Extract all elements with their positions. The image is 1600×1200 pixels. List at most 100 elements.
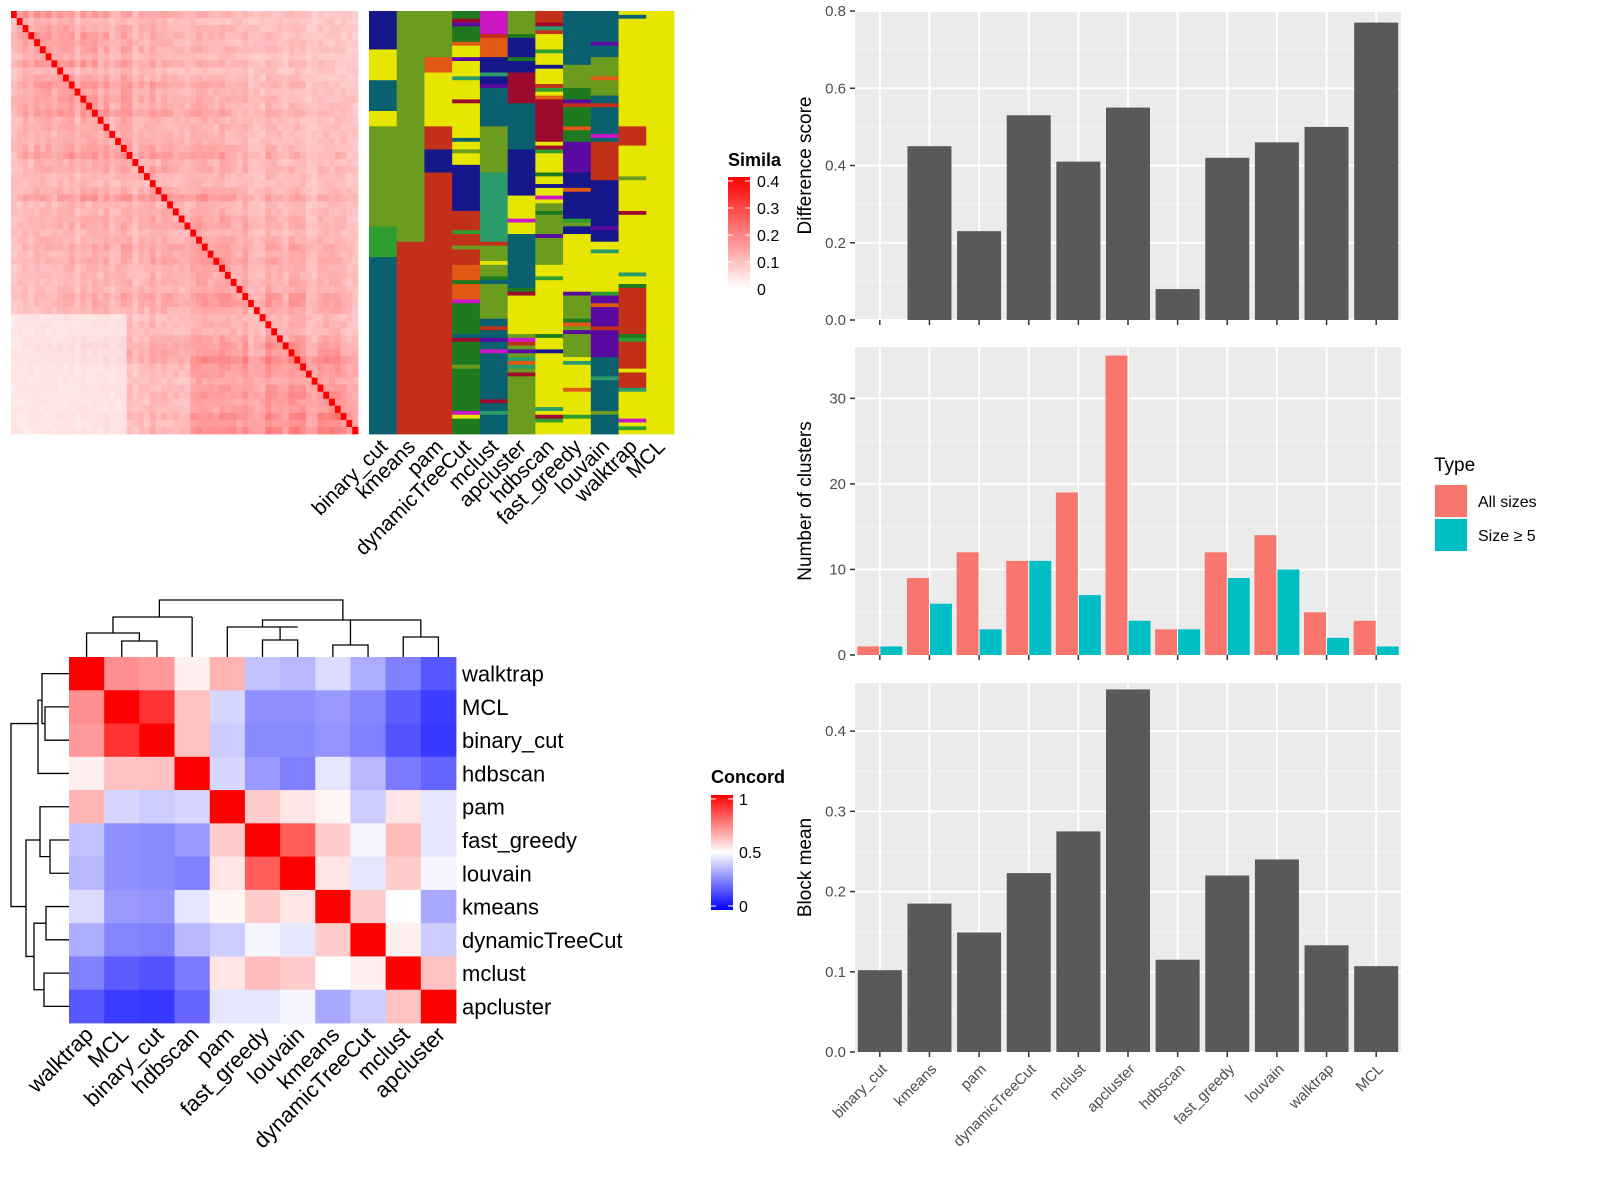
assignment-cell xyxy=(424,30,453,35)
similarity-cell xyxy=(190,264,197,273)
similarity-cell xyxy=(51,60,58,68)
similarity-cell xyxy=(39,370,47,378)
assignment-cell xyxy=(424,276,453,281)
similarity-cell xyxy=(68,32,76,40)
similarity-cell xyxy=(340,187,347,195)
similarity-cell xyxy=(282,300,289,308)
similarity-cell xyxy=(149,53,156,61)
similarity-cell xyxy=(178,300,185,308)
similarity-cell xyxy=(219,208,226,216)
similarity-cell xyxy=(334,46,342,54)
similarity-cell xyxy=(80,159,87,167)
similarity-cell xyxy=(300,18,307,26)
assignment-cell xyxy=(369,222,398,227)
assignment-cell xyxy=(563,176,592,181)
similarity-cell xyxy=(51,123,58,132)
similarity-cell xyxy=(346,384,353,393)
similarity-cell xyxy=(22,370,29,378)
assignment-cell xyxy=(507,307,536,312)
similarity-cell xyxy=(352,264,359,273)
similarity-cell xyxy=(277,81,284,89)
similarity-cell xyxy=(16,285,23,294)
assignment-cell xyxy=(507,418,536,423)
assignment-cell xyxy=(396,107,425,112)
assignment-cell xyxy=(396,180,425,185)
y-tick-label: 0.3 xyxy=(825,803,846,820)
assignment-cell xyxy=(646,160,675,166)
similarity-cell xyxy=(282,173,289,181)
similarity-cell xyxy=(178,46,185,54)
similarity-cell xyxy=(115,236,122,245)
assignment-cell xyxy=(590,203,619,208)
similarity-cell xyxy=(51,342,58,350)
similarity-cell xyxy=(178,152,185,160)
similarity-cell xyxy=(248,257,255,266)
similarity-cell xyxy=(305,173,313,181)
similarity-cell xyxy=(329,391,336,400)
assignment-cell xyxy=(507,34,536,39)
similarity-cell xyxy=(207,229,214,237)
similarity-cell xyxy=(178,180,185,188)
similarity-cell xyxy=(242,173,249,181)
similarity-cell xyxy=(311,159,318,167)
assignment-cell xyxy=(424,53,453,58)
similarity-cell xyxy=(190,208,197,216)
similarity-cell xyxy=(34,321,41,329)
similarity-cell xyxy=(155,215,162,223)
assignment-cell xyxy=(479,422,509,427)
similarity-cell xyxy=(259,53,266,61)
assignment-cell xyxy=(507,257,536,262)
assignment-cell xyxy=(369,76,398,81)
assignment-cell xyxy=(396,34,425,39)
similarity-cell xyxy=(346,67,353,75)
similarity-cell xyxy=(172,18,180,26)
similarity-cell xyxy=(132,222,139,230)
similarity-cell xyxy=(86,391,93,400)
similarity-cell xyxy=(138,405,145,414)
similarity-cell xyxy=(277,116,284,125)
similarity-cell xyxy=(120,123,128,132)
similarity-cell xyxy=(103,144,110,153)
similarity-cell xyxy=(323,257,330,266)
similarity-cell xyxy=(120,405,128,414)
assignment-cell xyxy=(396,303,425,308)
assignment-cell xyxy=(369,176,398,181)
similarity-cell xyxy=(271,278,278,287)
assignment-cell xyxy=(646,345,675,350)
similarity-cell xyxy=(196,391,203,400)
similarity-cell xyxy=(115,293,122,301)
similarity-cell xyxy=(196,300,203,308)
assignment-cell xyxy=(369,257,398,262)
similarity-cell xyxy=(265,60,272,68)
similarity-cell xyxy=(103,11,110,19)
similarity-cell xyxy=(132,123,139,132)
similarity-cell xyxy=(144,370,151,378)
similarity-cell xyxy=(207,60,214,68)
similarity-cell xyxy=(16,363,23,371)
similarity-cell xyxy=(323,60,330,68)
similarity-cell xyxy=(300,130,307,139)
similarity-cell xyxy=(22,137,29,146)
similarity-cell xyxy=(288,116,295,125)
similarity-cell xyxy=(74,67,81,75)
similarity-cell xyxy=(184,264,191,273)
similarity-cell xyxy=(45,116,52,125)
assignment-cell xyxy=(424,284,453,289)
similarity-cell xyxy=(184,187,191,195)
similarity-cell xyxy=(155,39,162,47)
similarity-cell xyxy=(34,257,41,266)
assignment-cell xyxy=(563,314,592,320)
similarity-cell xyxy=(259,222,266,230)
assignment-cell xyxy=(646,184,675,189)
assignment-cell xyxy=(590,403,619,408)
similarity-cell xyxy=(39,236,47,245)
similarity-cell xyxy=(259,236,266,245)
similarity-cell xyxy=(294,398,301,407)
assignment-cell xyxy=(590,57,619,62)
similarity-cell xyxy=(277,109,284,118)
assignment-cell xyxy=(424,107,453,112)
similarity-cell xyxy=(288,194,295,202)
assignment-cell xyxy=(369,199,398,204)
similarity-cell xyxy=(167,123,174,132)
similarity-cell xyxy=(259,180,266,188)
